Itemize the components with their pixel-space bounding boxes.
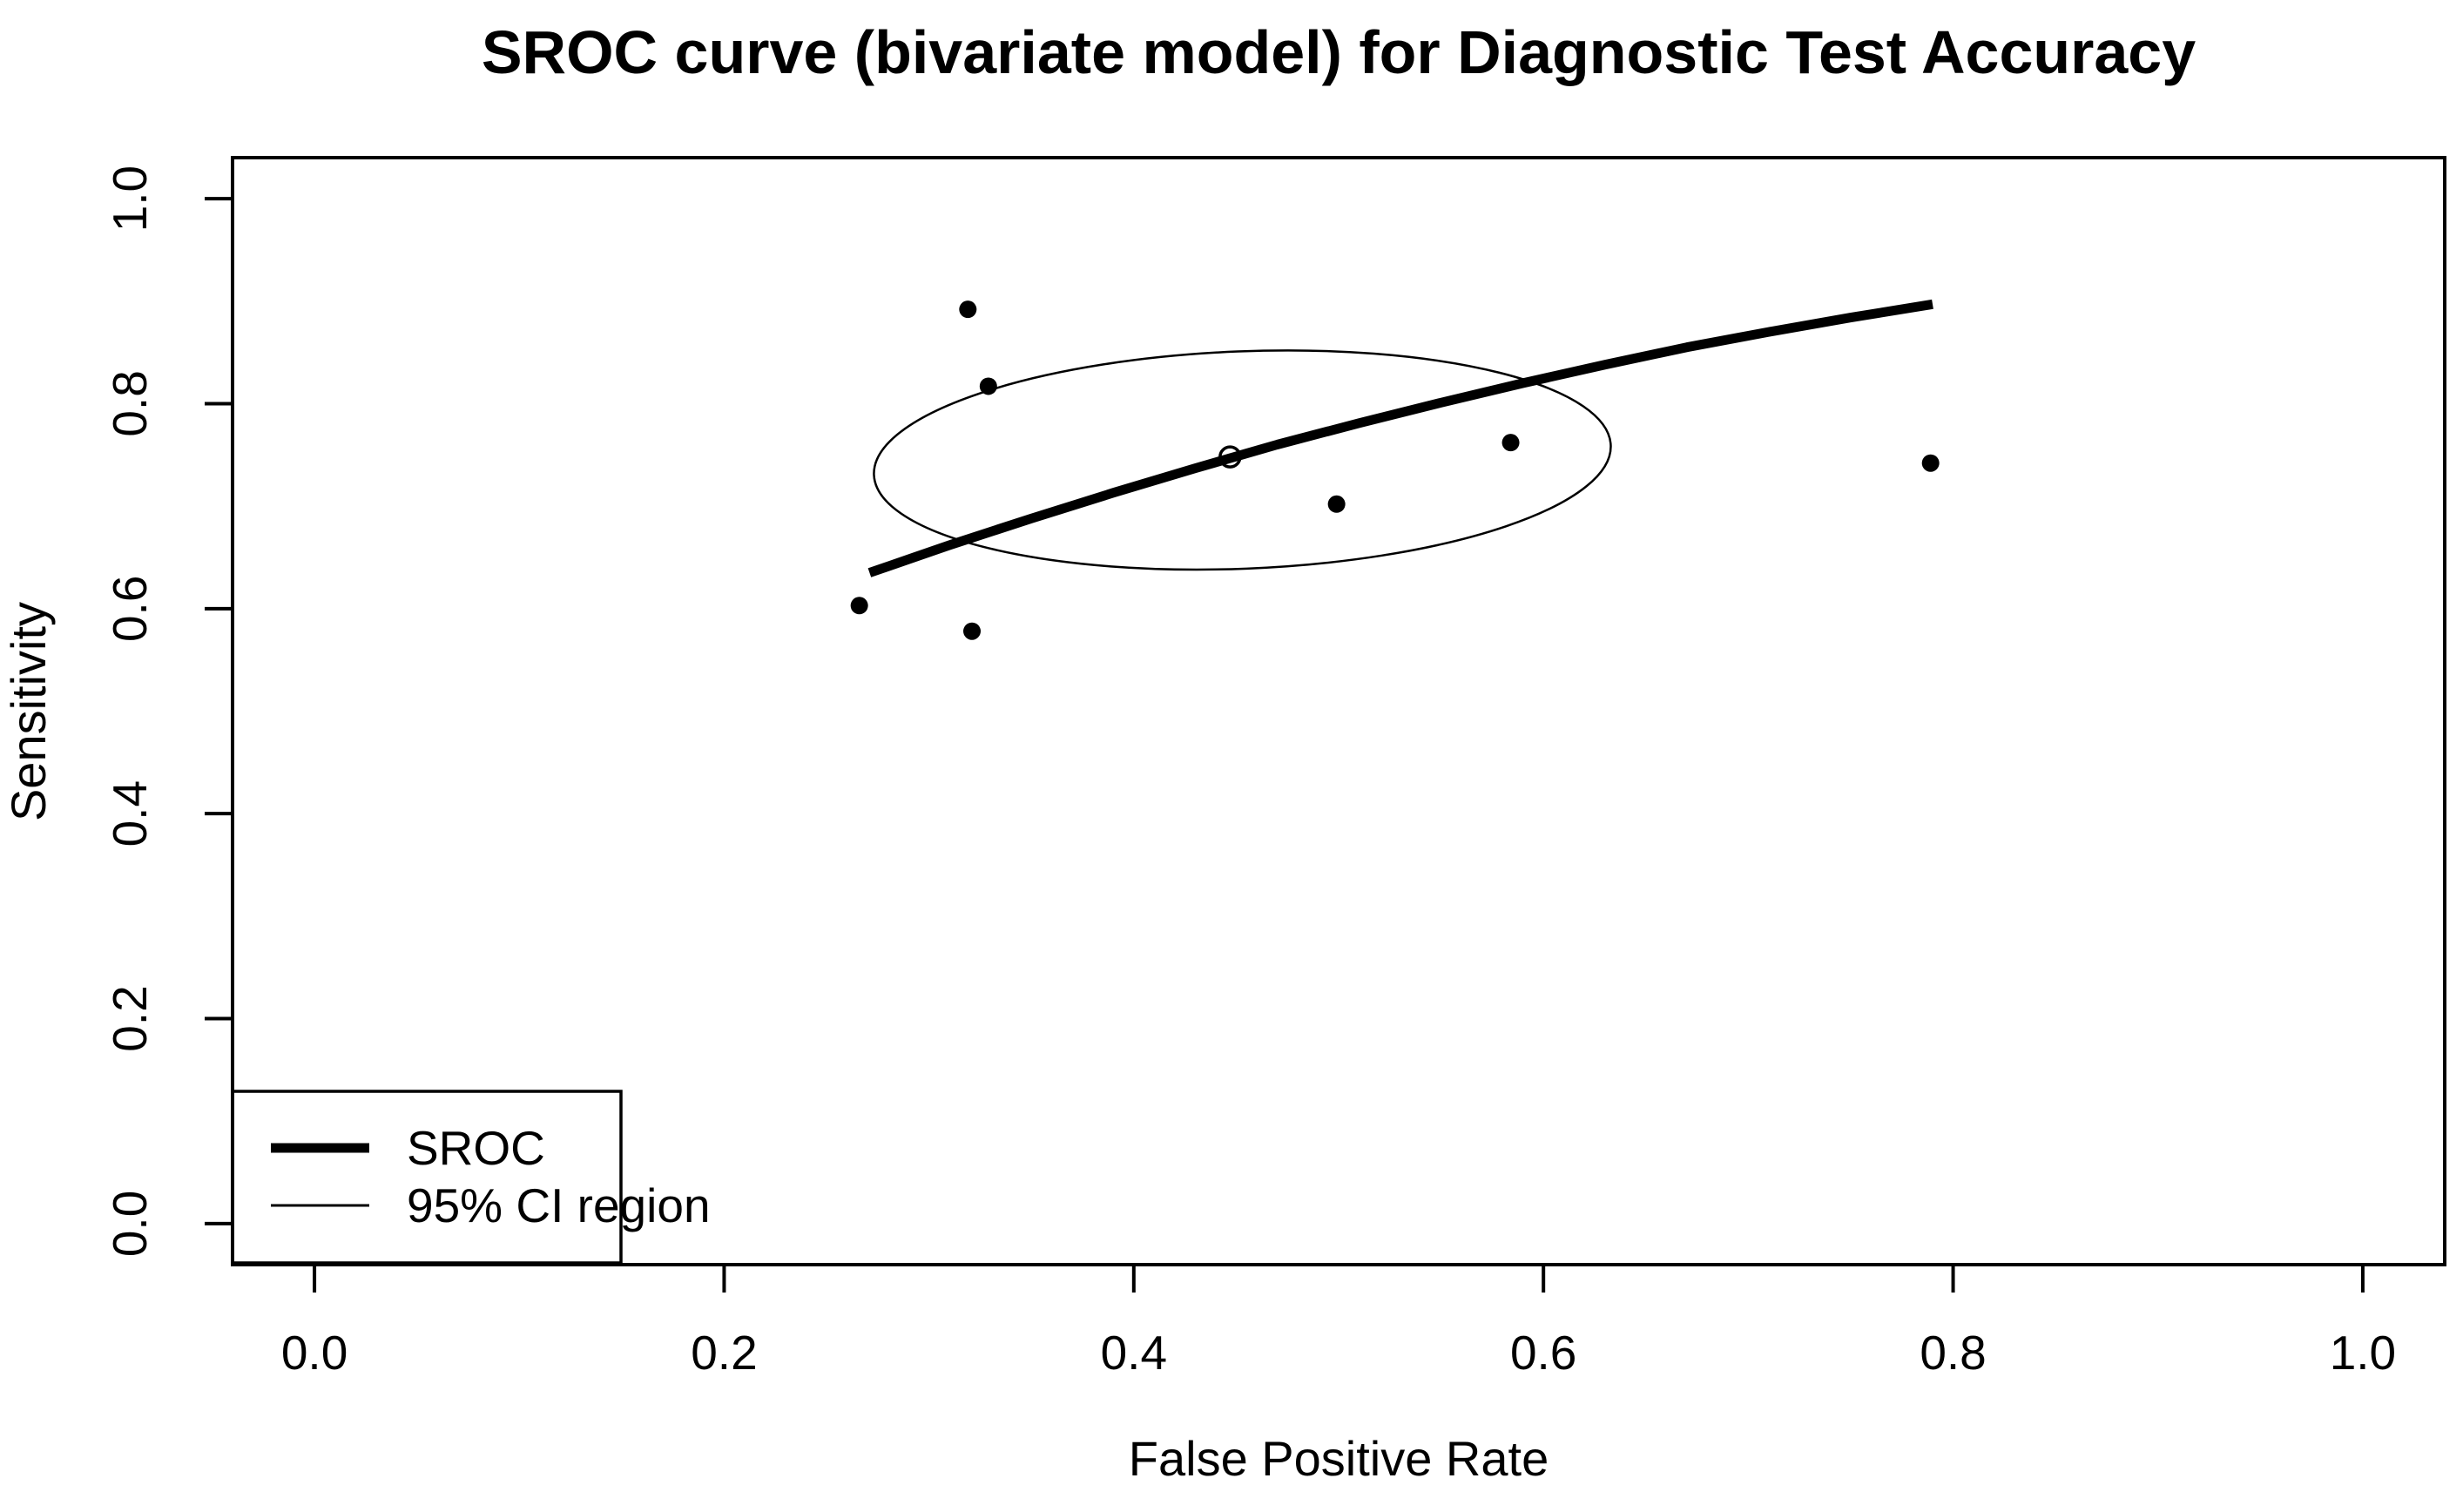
- y-tick-label: 1.0: [103, 165, 157, 232]
- study-point: [850, 597, 868, 615]
- plot-border: [231, 156, 2446, 1266]
- y-axis-label: Sensitivity: [1, 602, 56, 821]
- x-tick-label: 0.8: [1920, 1326, 1986, 1380]
- legend-box: [231, 1090, 623, 1265]
- y-tick-label: 0.6: [103, 576, 157, 642]
- y-tick-label: 0.0: [103, 1191, 157, 1257]
- x-tick-label: 1.0: [2330, 1326, 2396, 1380]
- study-point: [959, 300, 977, 319]
- y-tick-label: 0.4: [103, 780, 157, 847]
- x-tick-label: 0.6: [1510, 1326, 1576, 1380]
- x-axis-label: False Positive Rate: [1129, 1431, 1549, 1486]
- legend-label-sroc: SROC: [407, 1121, 545, 1175]
- y-tick-label: 0.2: [103, 985, 157, 1051]
- x-tick-label: 0.2: [691, 1326, 757, 1380]
- study-point: [963, 622, 982, 640]
- study-point: [1501, 434, 1520, 452]
- ci-ellipse: [873, 349, 1612, 571]
- study-point: [979, 377, 997, 395]
- chart-title: SROC curve (bivariate model) for Diagnos…: [482, 18, 2196, 86]
- x-tick-label: 0.0: [281, 1326, 348, 1380]
- sroc-curve: [867, 299, 1933, 577]
- study-point: [1327, 495, 1346, 513]
- legend: SROC 95% CI region: [231, 1090, 711, 1265]
- x-tick-label: 0.4: [1101, 1326, 1167, 1380]
- legend-label-ci: 95% CI region: [407, 1178, 711, 1232]
- y-tick-label: 0.8: [103, 370, 157, 436]
- axis-ticks: 0.0 0.2 0.4 0.6 0.8 1.0 0.0 0.2 0.4 0.6 0.8 1.0: [103, 165, 2396, 1380]
- summary-point: [1218, 445, 1242, 469]
- chart-content: [850, 299, 1940, 640]
- study-point: [1921, 454, 1940, 472]
